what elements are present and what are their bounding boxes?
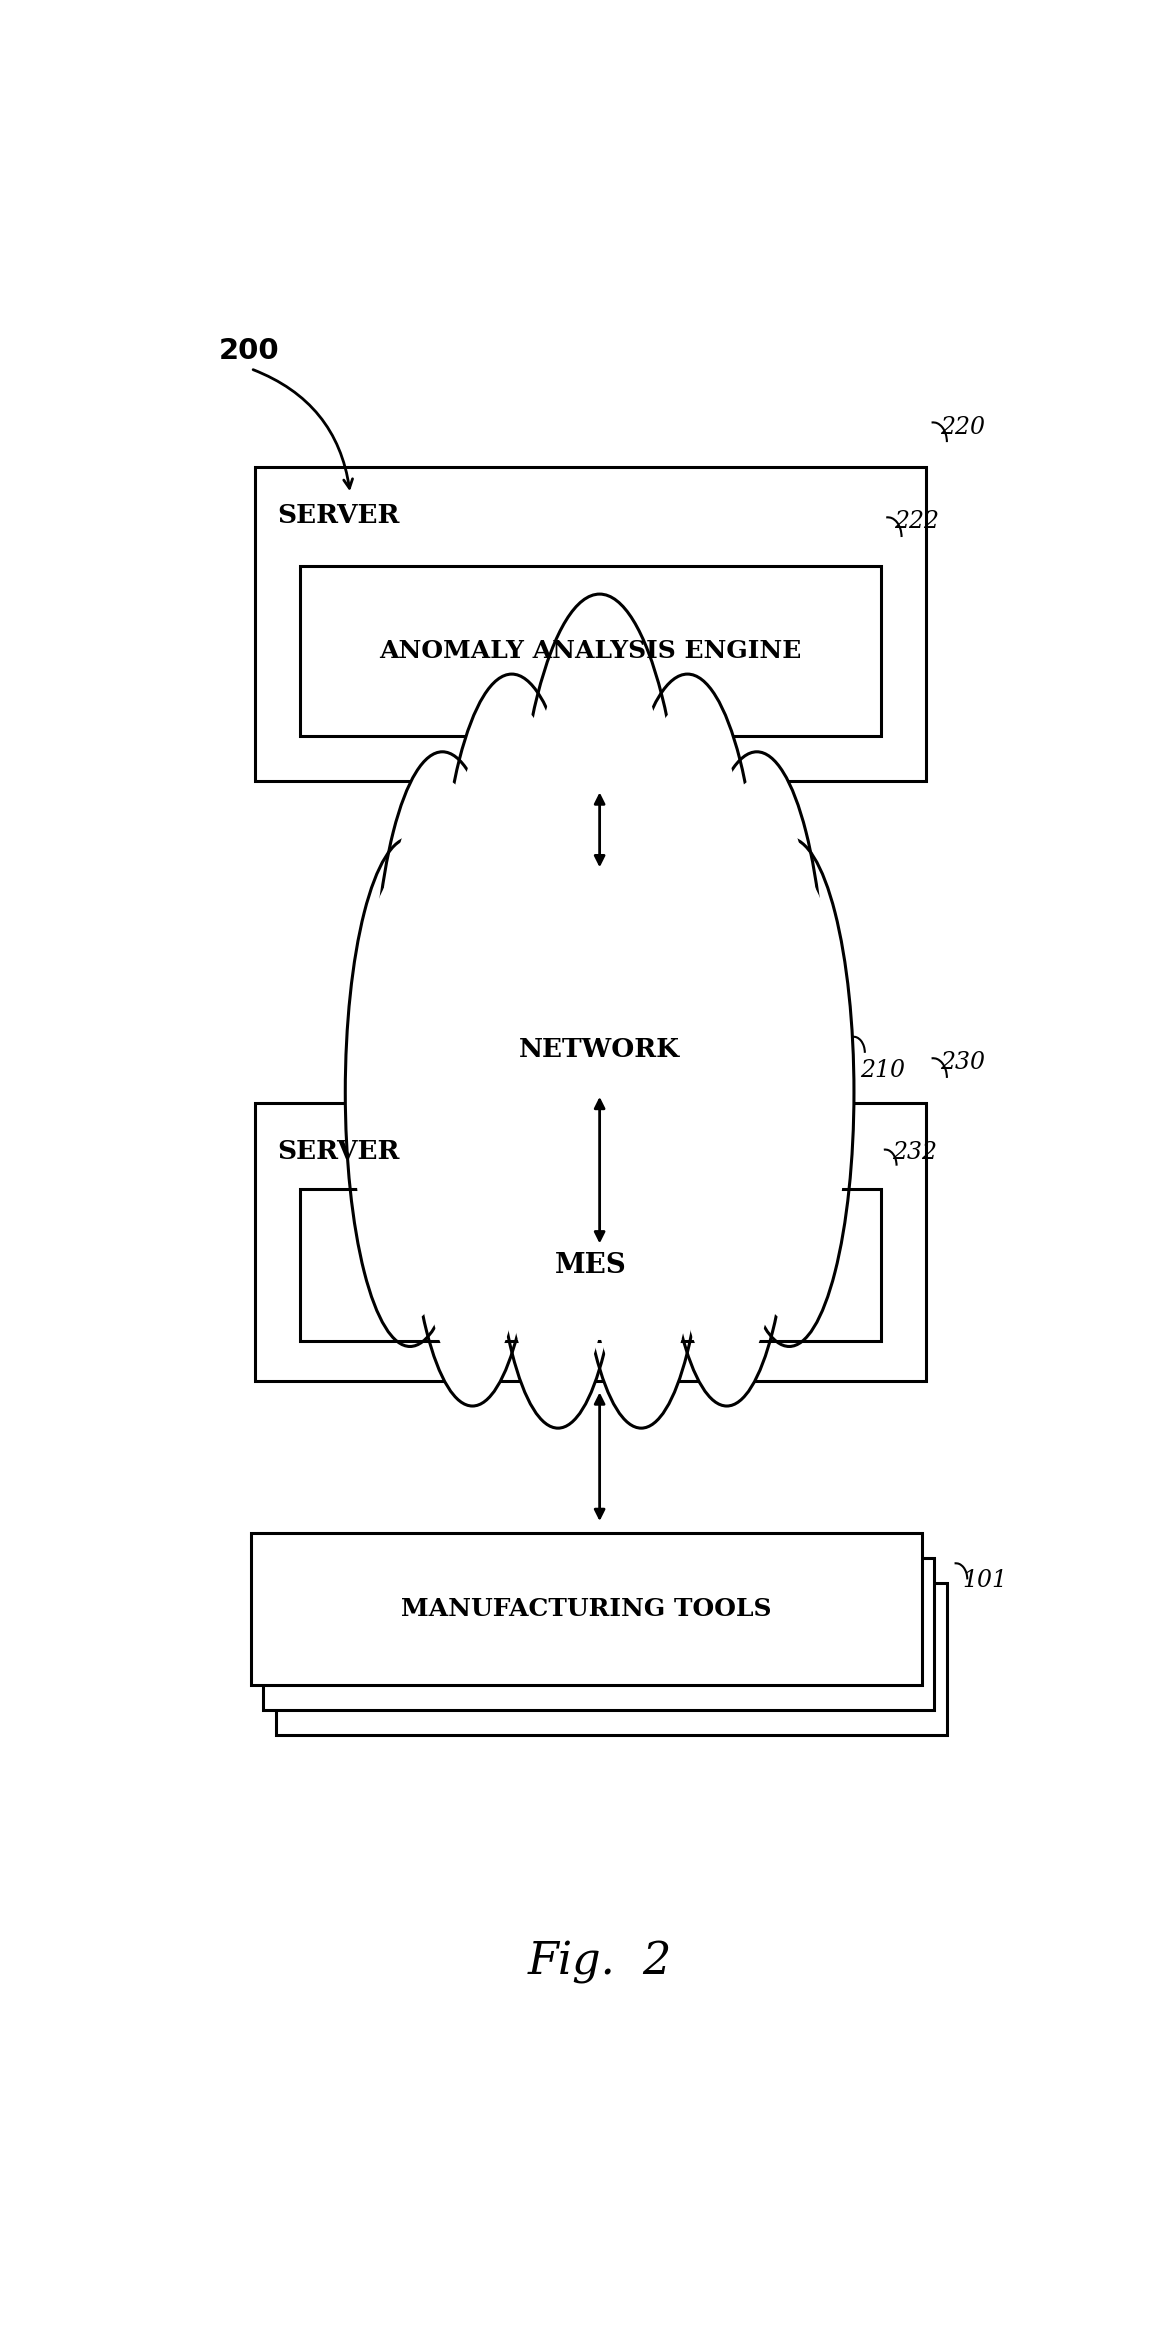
Ellipse shape — [731, 863, 847, 1321]
Text: 200: 200 — [219, 337, 280, 365]
Ellipse shape — [494, 919, 622, 1428]
Text: SERVER: SERVER — [277, 502, 400, 528]
Text: MES: MES — [555, 1251, 626, 1279]
Ellipse shape — [373, 751, 511, 1296]
Ellipse shape — [445, 702, 578, 1226]
Text: Fig.  2: Fig. 2 — [528, 1942, 672, 1984]
Text: 222: 222 — [894, 509, 940, 533]
Text: MANUFACTURING TOOLS: MANUFACTURING TOOLS — [401, 1598, 771, 1621]
FancyBboxPatch shape — [255, 468, 927, 782]
FancyBboxPatch shape — [301, 565, 881, 735]
Ellipse shape — [407, 898, 537, 1405]
Ellipse shape — [345, 837, 475, 1347]
FancyBboxPatch shape — [276, 1584, 947, 1735]
Text: 220: 220 — [940, 416, 985, 440]
Ellipse shape — [695, 779, 819, 1270]
Text: 101: 101 — [962, 1570, 1007, 1591]
Ellipse shape — [380, 779, 504, 1270]
Ellipse shape — [410, 919, 790, 1198]
Text: 232: 232 — [892, 1140, 937, 1163]
Ellipse shape — [724, 837, 854, 1347]
FancyBboxPatch shape — [263, 1558, 934, 1710]
Ellipse shape — [392, 905, 807, 1212]
FancyBboxPatch shape — [250, 1533, 922, 1684]
Ellipse shape — [352, 863, 468, 1321]
Ellipse shape — [688, 751, 826, 1296]
FancyBboxPatch shape — [255, 1103, 927, 1382]
Text: SERVER: SERVER — [277, 1140, 400, 1163]
Ellipse shape — [414, 923, 531, 1382]
Ellipse shape — [500, 944, 617, 1403]
Text: 230: 230 — [940, 1051, 985, 1075]
Ellipse shape — [583, 944, 700, 1403]
Ellipse shape — [668, 923, 785, 1382]
Text: NETWORK: NETWORK — [519, 1037, 680, 1061]
Ellipse shape — [577, 919, 706, 1428]
Ellipse shape — [613, 675, 762, 1256]
Text: ANOMALY ANALYSIS ENGINE: ANOMALY ANALYSIS ENGINE — [379, 640, 801, 663]
Ellipse shape — [438, 675, 586, 1256]
Ellipse shape — [662, 898, 792, 1405]
Ellipse shape — [521, 628, 679, 1249]
FancyBboxPatch shape — [301, 1189, 881, 1342]
Ellipse shape — [621, 702, 755, 1226]
Text: 210: 210 — [860, 1058, 904, 1082]
Ellipse shape — [511, 593, 688, 1284]
